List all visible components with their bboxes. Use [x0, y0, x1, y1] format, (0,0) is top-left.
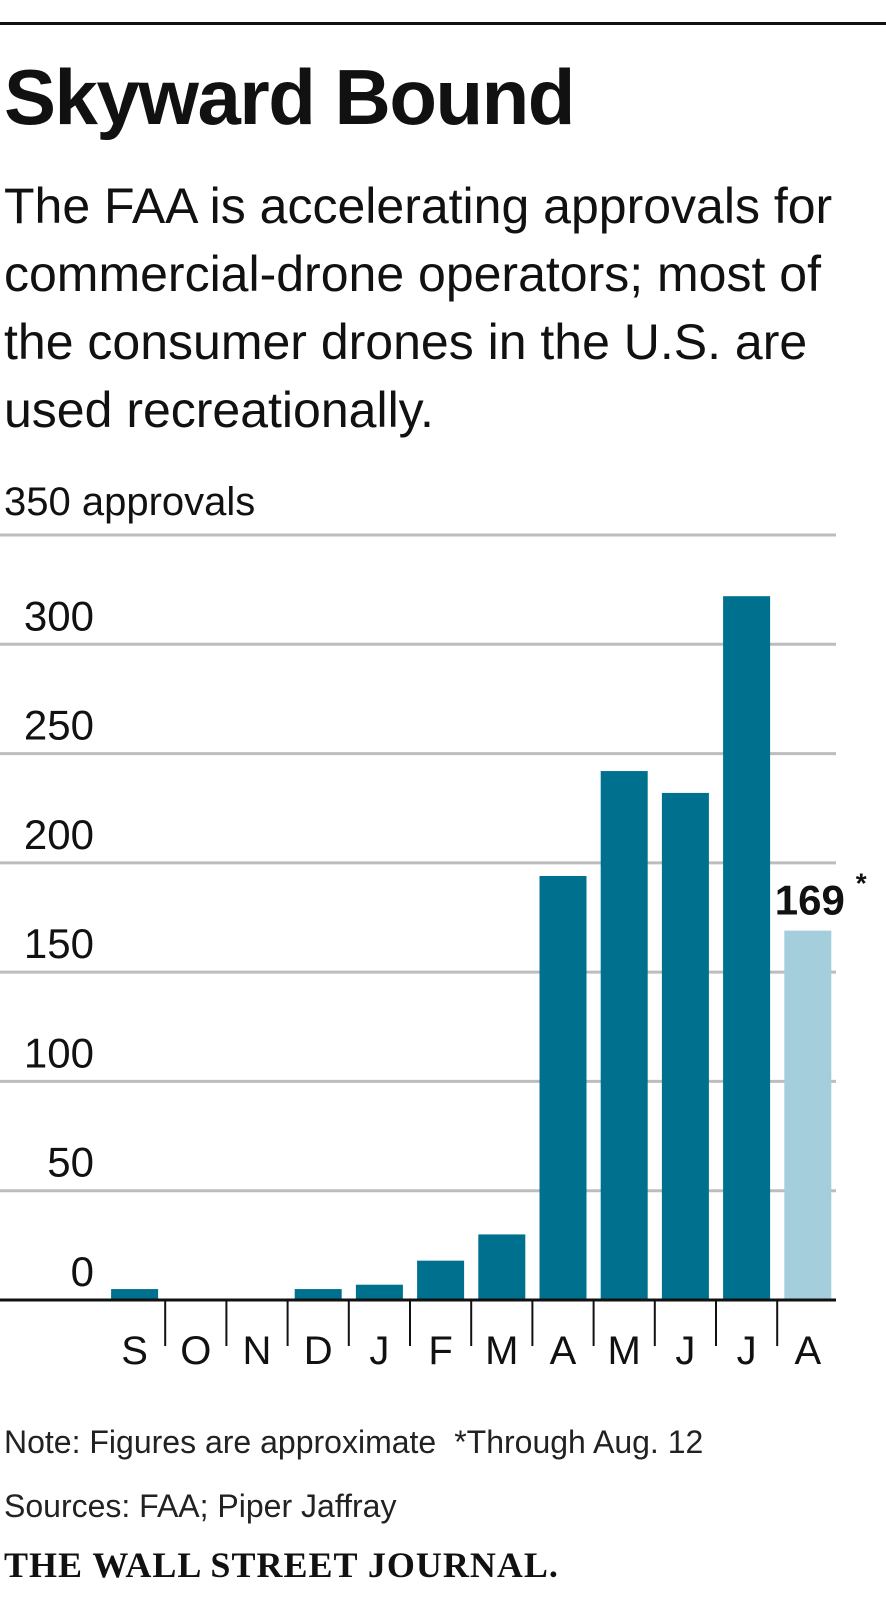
bar-j-10 — [723, 596, 771, 1300]
bar-m-8 — [600, 771, 648, 1300]
y-tick-label-150: 150 — [24, 920, 94, 967]
sources: Sources: FAA; Piper Jaffray — [4, 1488, 397, 1524]
x-tick-label-6: M — [485, 1329, 518, 1373]
bar-j-4 — [355, 1284, 403, 1300]
y-tick-label-0: 0 — [71, 1248, 94, 1295]
bar-a-7 — [539, 875, 587, 1300]
chart-subtitle: The FAA is accelerating approvals for co… — [4, 178, 833, 438]
y-tick-label-100: 100 — [24, 1029, 94, 1076]
y-tick-label-250: 250 — [24, 702, 94, 749]
y-tick-label-50: 50 — [47, 1139, 94, 1186]
x-tick-label-0: S — [121, 1329, 148, 1373]
bar-a-11 — [784, 930, 832, 1300]
x-tick-label-8: M — [608, 1329, 641, 1373]
chart-title: Skyward Bound — [4, 53, 575, 141]
data-label-asterisk: * — [856, 868, 867, 899]
x-tick-label-2: N — [243, 1329, 272, 1373]
bar-j-9 — [661, 792, 709, 1300]
bar-m-6 — [478, 1234, 526, 1300]
bar-d-3 — [294, 1289, 342, 1300]
x-tick-label-9: J — [675, 1329, 695, 1373]
x-tick-label-10: J — [737, 1329, 757, 1373]
x-tick-label-5: F — [428, 1329, 452, 1373]
x-tick-label-1: O — [180, 1329, 211, 1373]
x-tick-label-3: D — [304, 1329, 333, 1373]
x-tick-label-11: A — [794, 1329, 821, 1373]
bar-f-5 — [417, 1260, 465, 1300]
masthead-wsj: THE WALL STREET JOURNAL. — [4, 1545, 559, 1585]
note-text: Note: Figures are approximate — [4, 1424, 437, 1460]
asterisk-note: *Through Aug. 12 — [454, 1424, 704, 1460]
y-tick-label-350: 350 approvals — [4, 480, 255, 524]
bar-s-0 — [111, 1289, 159, 1300]
y-tick-label-200: 200 — [24, 811, 94, 858]
x-tick-label-7: A — [550, 1329, 577, 1373]
chart-note: Note: Figures are approximate *Through Au… — [4, 1424, 884, 1461]
data-label-169: 169 — [775, 877, 845, 924]
x-tick-label-4: J — [369, 1329, 389, 1373]
y-tick-label-300: 300 — [24, 592, 94, 639]
top-rule — [0, 22, 886, 25]
